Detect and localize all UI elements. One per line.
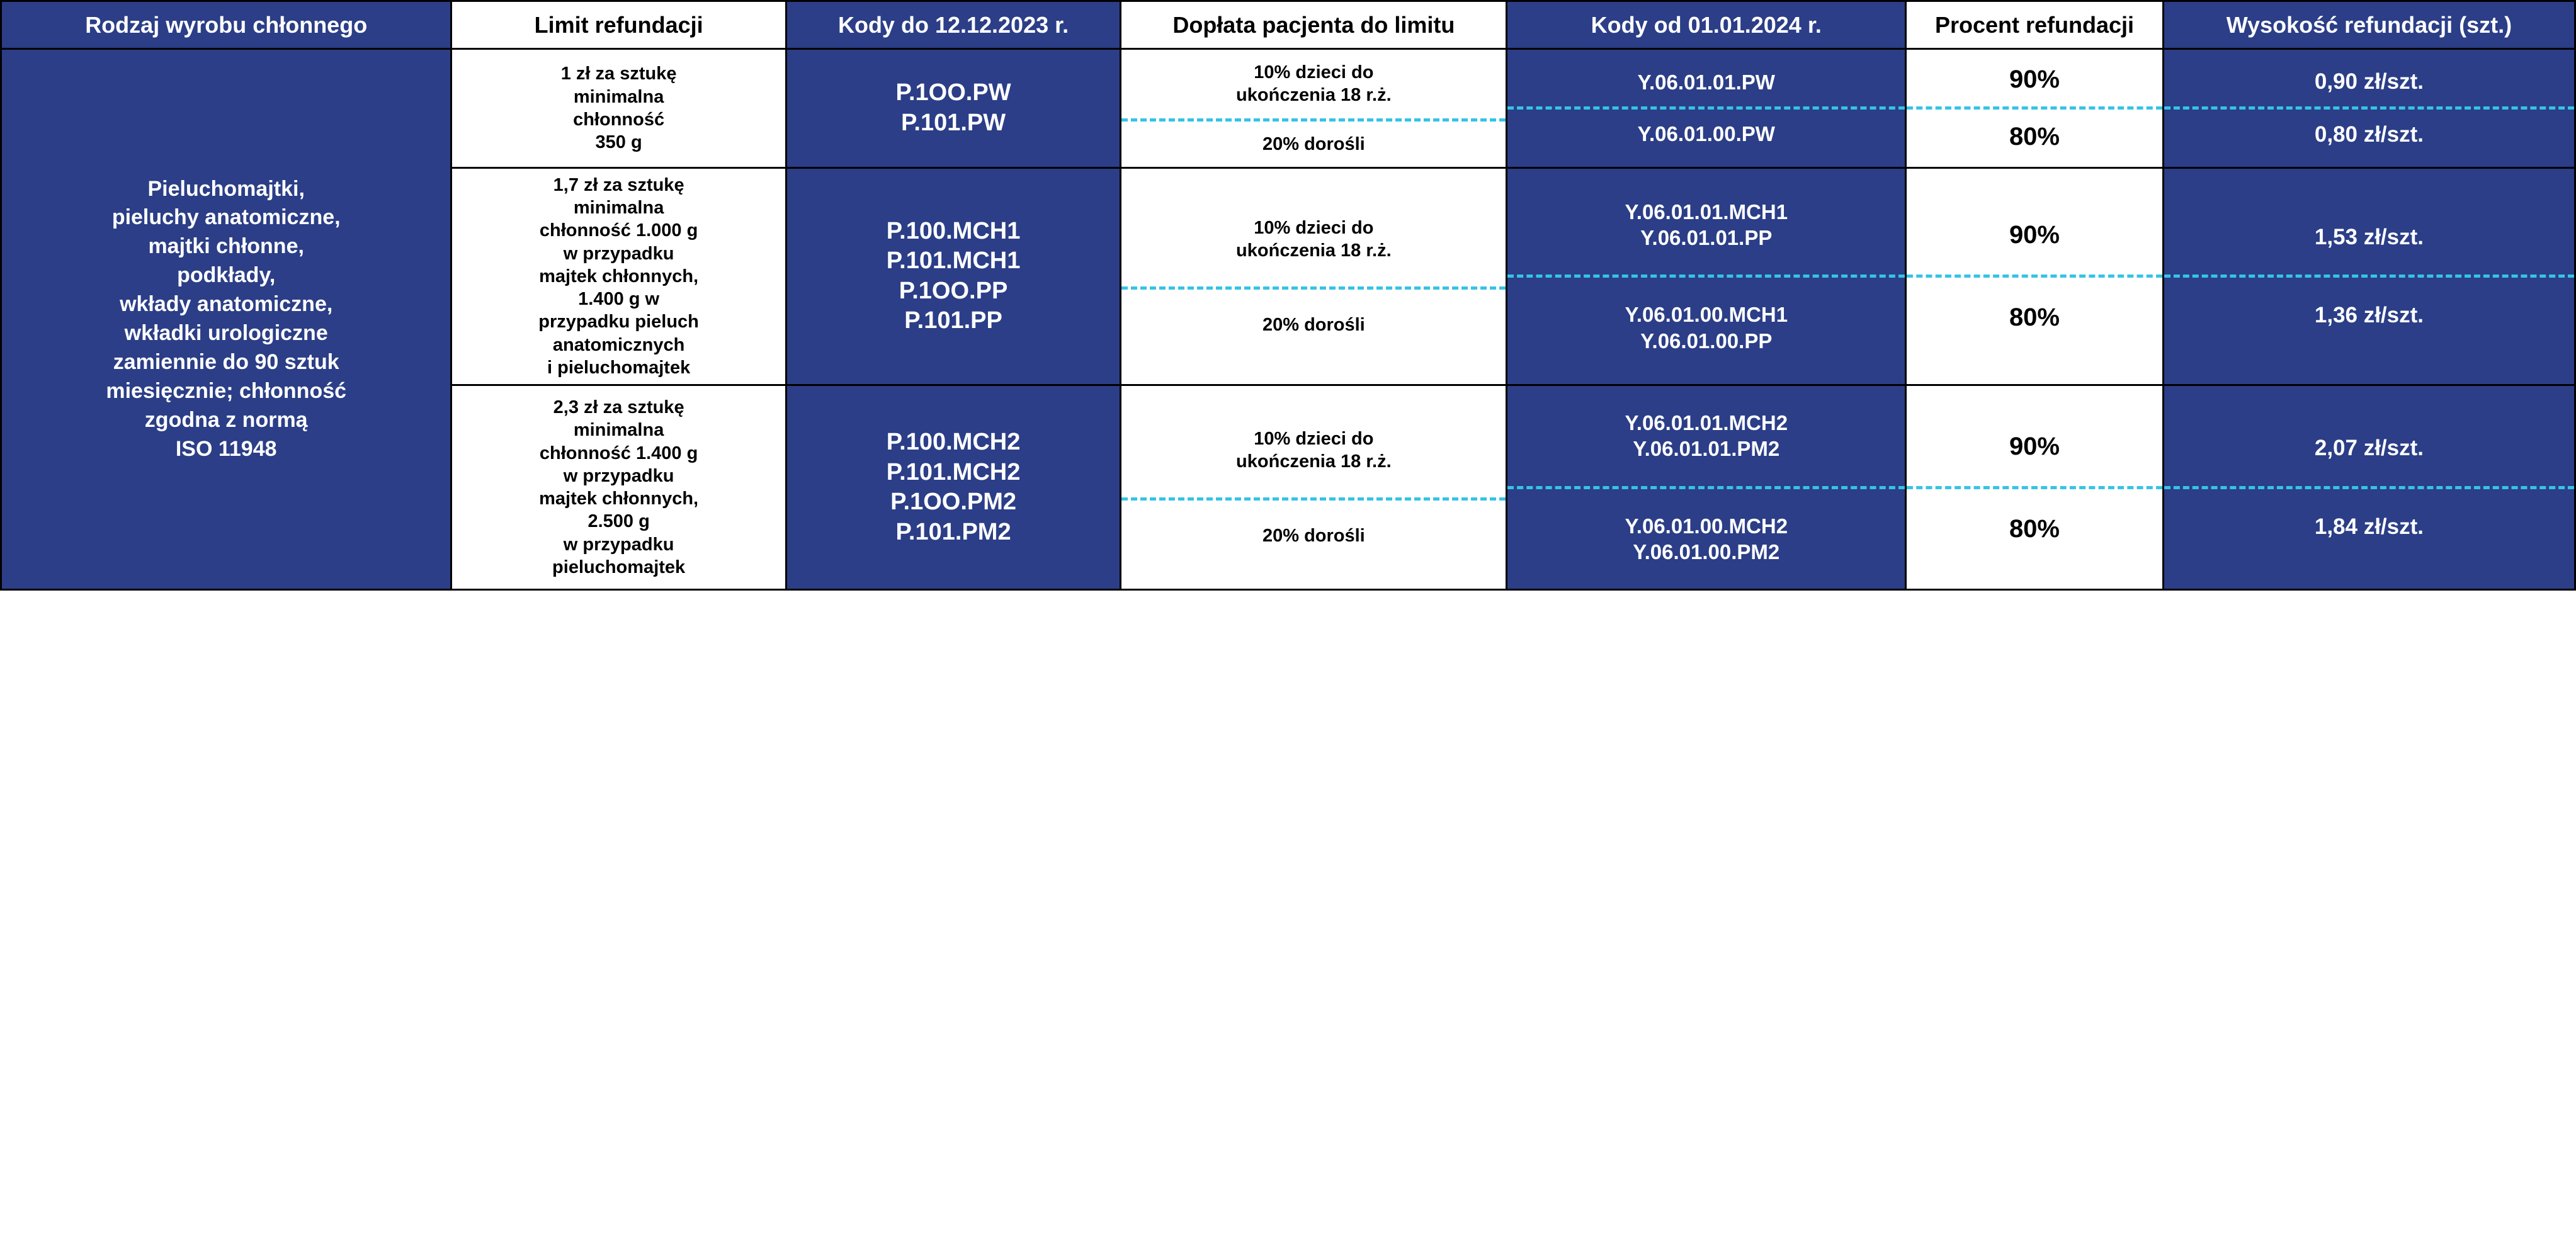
wys-2: 1,53 zł/szt. 1,36 zł/szt.	[2163, 167, 2575, 385]
limit-3: 2,3 zł za sztukęminimalnachłonność 1.400…	[451, 385, 786, 590]
procent-1-top: 90%	[1907, 52, 2162, 110]
codes-new-2: Y.06.01.01.MCH1Y.06.01.01.PP Y.06.01.00.…	[1507, 167, 1906, 385]
hdr-percent: Procent refundacji	[1906, 1, 2164, 49]
wys-2-top: 1,53 zł/szt.	[2164, 200, 2574, 278]
codes-new-3: Y.06.01.01.MCH2Y.06.01.01.PM2 Y.06.01.00…	[1507, 385, 1906, 590]
hdr-patient-copay: Dopłata pacjenta do limitu	[1121, 1, 1507, 49]
doplata-2-bot: 20% dorośli	[1121, 290, 1506, 360]
doplata-1-bot: 20% dorośli	[1121, 122, 1506, 167]
wys-3-bot: 1,84 zł/szt.	[2164, 489, 2574, 565]
doplata-3-top: 10% dzieci doukończenia 18 r.ż.	[1121, 404, 1506, 501]
procent-3-top: 90%	[1907, 407, 2162, 489]
doplata-3-bot: 20% dorośli	[1121, 501, 1506, 571]
doplata-3: 10% dzieci doukończenia 18 r.ż. 20% doro…	[1121, 385, 1507, 590]
wys-3-top: 2,07 zł/szt.	[2164, 411, 2574, 489]
doplata-1: 10% dzieci doukończenia 18 r.ż. 20% doro…	[1121, 49, 1507, 168]
doplata-2: 10% dzieci doukończenia 18 r.ż. 20% doro…	[1121, 167, 1507, 385]
codes-old-1: P.1OO.PWP.101.PW	[786, 49, 1120, 168]
wys-1-bot: 0,80 zł/szt.	[2164, 110, 2574, 160]
codes-new-2-top: Y.06.01.01.MCH1Y.06.01.01.PP	[1507, 175, 1905, 278]
group-1: Pieluchomajtki,pieluchy anatomiczne,majt…	[1, 49, 2575, 168]
hdr-product-type: Rodzaj wyrobu chłonnego	[1, 1, 451, 49]
codes-old-2: P.100.MCH1P.101.MCH1P.1OO.PPP.101.PP	[786, 167, 1120, 385]
procent-3: 90% 80%	[1906, 385, 2164, 590]
codes-new-1-top: Y.06.01.01.PW	[1507, 58, 1905, 110]
codes-new-1-bot: Y.06.01.00.PW	[1507, 110, 1905, 158]
limit-1: 1 zł za sztukęminimalnachłonność350 g	[451, 49, 786, 168]
wys-2-bot: 1,36 zł/szt.	[2164, 278, 2574, 353]
codes-old-3: P.100.MCH2P.101.MCH2P.1OO.PM2P.101.PM2	[786, 385, 1120, 590]
procent-1: 90% 80%	[1906, 49, 2164, 168]
refund-table: Rodzaj wyrobu chłonnego Limit refundacji…	[0, 0, 2576, 591]
codes-new-3-top: Y.06.01.01.MCH2Y.06.01.01.PM2	[1507, 386, 1905, 489]
wys-1: 0,90 zł/szt. 0,80 zł/szt.	[2163, 49, 2575, 168]
procent-2-top: 90%	[1907, 195, 2162, 278]
codes-new-1: Y.06.01.01.PW Y.06.01.00.PW	[1507, 49, 1906, 168]
limit-2: 1,7 zł za sztukęminimalnachłonność 1.000…	[451, 167, 786, 385]
hdr-codes-old: Kody do 12.12.2023 r.	[786, 1, 1120, 49]
codes-new-3-bot: Y.06.01.00.MCH2Y.06.01.00.PM2	[1507, 489, 1905, 589]
procent-2-bot: 80%	[1907, 278, 2162, 357]
wys-3: 2,07 zł/szt. 1,84 zł/szt.	[2163, 385, 2575, 590]
wys-1-top: 0,90 zł/szt.	[2164, 57, 2574, 110]
hdr-limit: Limit refundacji	[451, 1, 786, 49]
procent-2: 90% 80%	[1906, 167, 2164, 385]
doplata-2-top: 10% dzieci doukończenia 18 r.ż.	[1121, 193, 1506, 290]
procent-3-bot: 80%	[1907, 489, 2162, 569]
codes-new-2-bot: Y.06.01.00.MCH1Y.06.01.00.PP	[1507, 278, 1905, 378]
product-type-cell: Pieluchomajtki,pieluchy anatomiczne,majt…	[1, 49, 451, 590]
hdr-amount: Wysokość refundacji (szt.)	[2163, 1, 2575, 49]
procent-1-bot: 80%	[1907, 110, 2162, 164]
doplata-1-top: 10% dzieci doukończenia 18 r.ż.	[1121, 50, 1506, 122]
hdr-codes-new: Kody od 01.01.2024 r.	[1507, 1, 1906, 49]
header-row: Rodzaj wyrobu chłonnego Limit refundacji…	[1, 1, 2575, 49]
